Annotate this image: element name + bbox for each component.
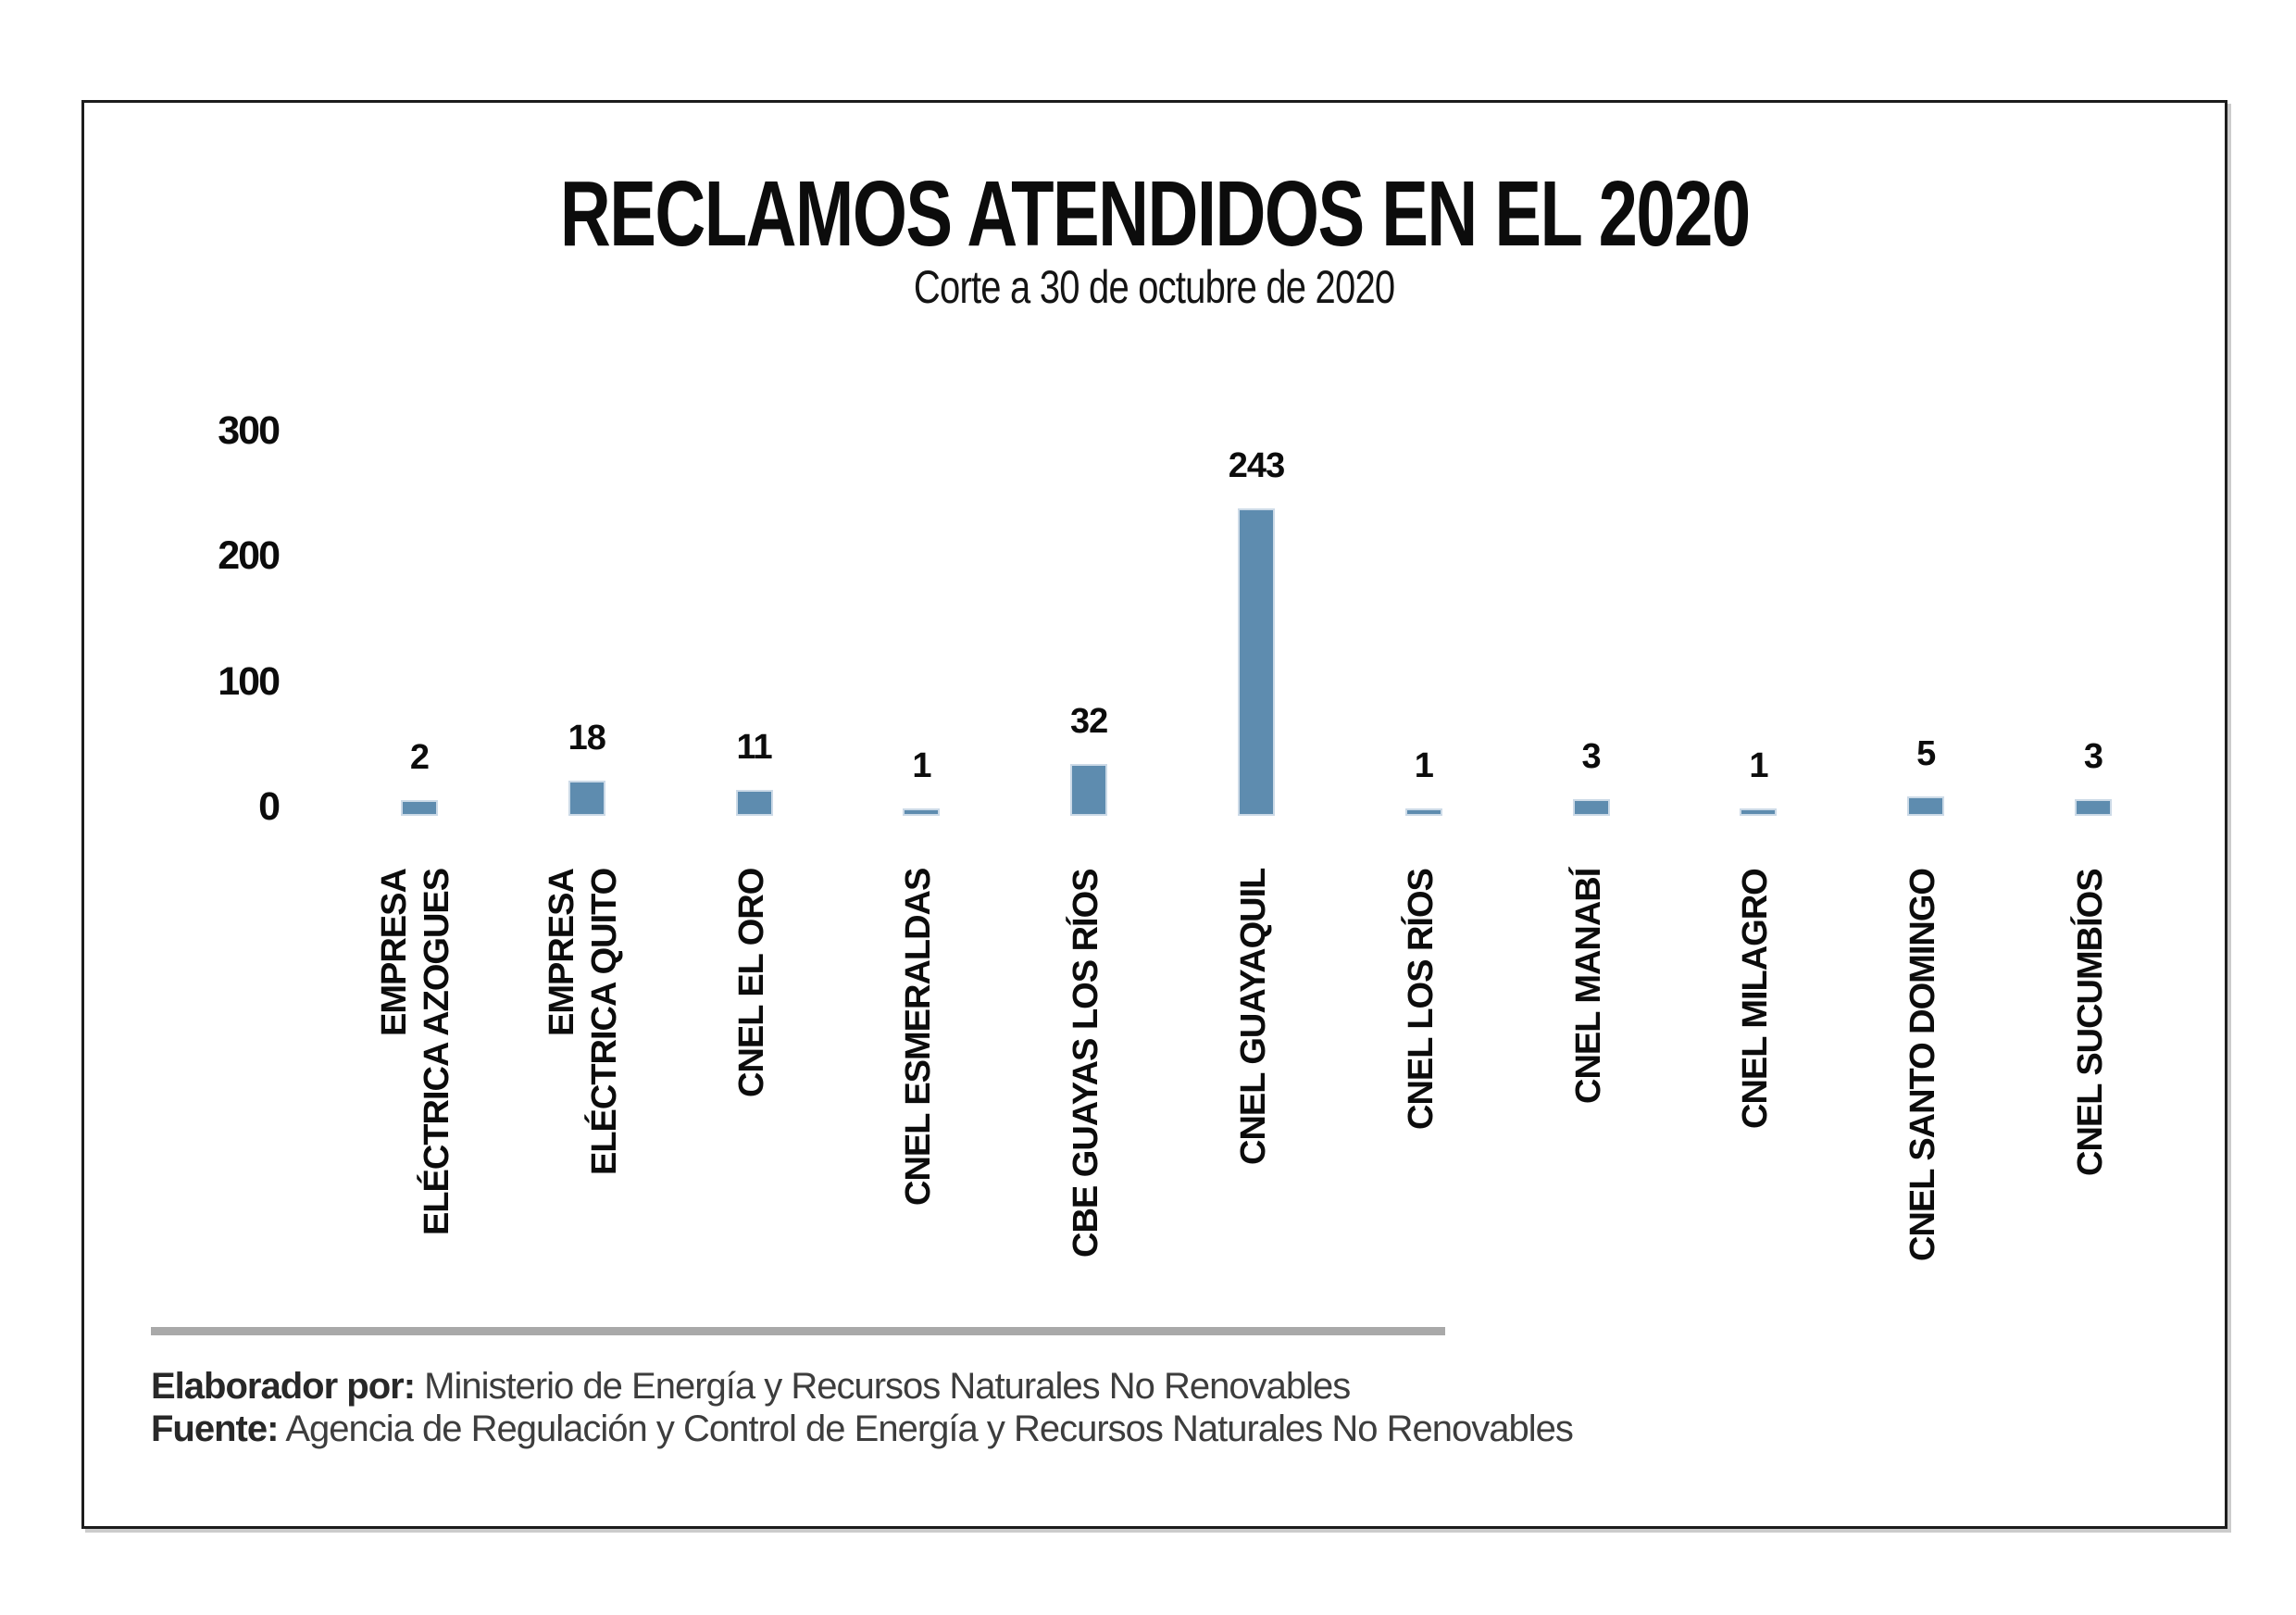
bar (735, 790, 773, 816)
bar-value-label: 2 (409, 738, 430, 777)
y-axis-tick-label: 200 (218, 533, 281, 579)
y-axis-tick-label: 300 (218, 408, 281, 454)
x-axis-category-label: CNEL EL ORO (731, 869, 771, 1098)
bar (1070, 764, 1108, 816)
x-axis-category-label: CNEL MANABÍ (1568, 869, 1608, 1105)
x-axis-category-label: CNEL ESMERALDAS (899, 869, 939, 1207)
x-axis-category-label: CNEL MILAGRO (1736, 869, 1776, 1129)
bar (1907, 796, 1945, 816)
footer-elaborador-label: Elaborador por: (151, 1366, 416, 1407)
bar (903, 808, 941, 816)
bar (1740, 808, 1778, 816)
x-axis-category-label: CBE GUAYAS LOS RÍOS (1067, 869, 1106, 1258)
x-axis-category-label: EMPRESA ELÉCTRICA QUITO (542, 869, 624, 1176)
bar-value-label: 18 (568, 719, 606, 757)
bar (1572, 799, 1610, 816)
bar-value-label: 32 (1070, 702, 1108, 741)
bar (1404, 808, 1442, 816)
bar-value-label: 3 (2083, 737, 2103, 776)
x-axis-category-label: CNEL LOS RÍOS (1401, 869, 1441, 1130)
chart-title: RECLAMOS ATENDIDOS EN EL 2020 (559, 162, 1751, 266)
chart-title-row: RECLAMOS ATENDIDOS EN EL 2020 (84, 163, 2225, 265)
bar-value-label: 1 (912, 746, 931, 785)
bar-value-label: 1 (1414, 746, 1434, 785)
chart-frame: RECLAMOS ATENDIDOS EN EL 2020 Corte a 30… (81, 100, 2227, 1529)
footer-divider (151, 1327, 1445, 1335)
bar (401, 800, 438, 816)
bar-value-label: 3 (1581, 737, 1602, 776)
bar-value-label: 1 (1749, 746, 1768, 785)
x-axis-category-label: CNEL SUCUMBÍOS (2071, 869, 2110, 1176)
bar-value-label: 5 (1916, 734, 1936, 773)
bar (568, 781, 605, 816)
footer-elaborador-text: Ministerio de Energía y Recursos Natural… (415, 1366, 1351, 1407)
x-axis-category-label: EMPRESA ELÉCTRICA AZOGUES (375, 869, 456, 1236)
x-axis-category-label: CNEL GUAYAQUIL (1234, 869, 1273, 1166)
y-axis-tick-label: 0 (258, 784, 281, 829)
footer-fuente-line: Fuente: Agencia de Regulación y Control … (151, 1408, 1725, 1450)
bar (1238, 508, 1275, 816)
bar (2075, 799, 2112, 816)
chart-subtitle: Corte a 30 de octubre de 2020 (914, 261, 1395, 313)
footer-fuente-text: Agencia de Regulación y Control de Energ… (278, 1408, 1573, 1449)
y-axis-tick-label: 100 (218, 658, 281, 704)
footer-fuente-label: Fuente: (151, 1408, 279, 1449)
footer-elaborador-line: Elaborador por: Ministerio de Energía y … (151, 1365, 1725, 1408)
x-axis-category-label: CNEL SANTO DOMINGO (1903, 869, 1943, 1261)
bar-value-label: 11 (736, 728, 773, 767)
chart-subtitle-row: Corte a 30 de octubre de 2020 (84, 261, 2225, 313)
bar-value-label: 243 (1228, 446, 1285, 485)
